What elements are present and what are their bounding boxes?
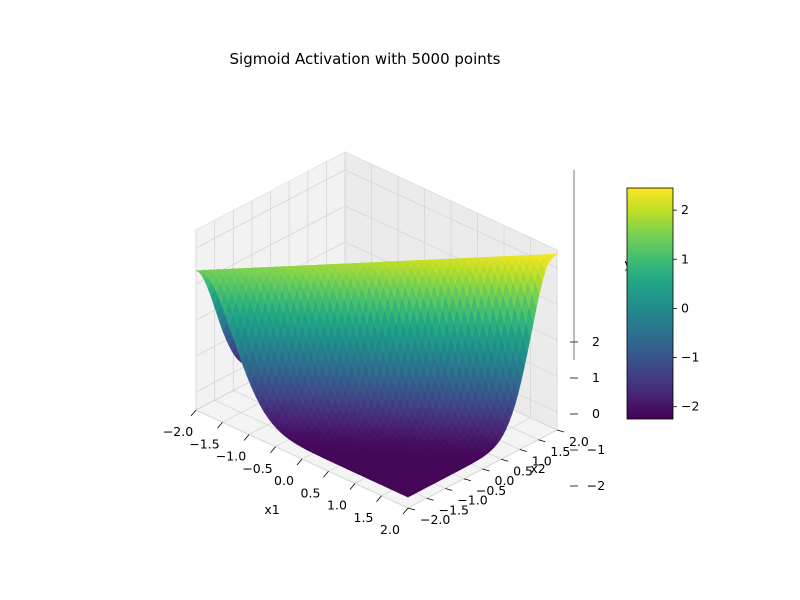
y-tick-label: −2.0: [420, 512, 450, 527]
colorbar-body: [626, 187, 674, 420]
colorbar-tick-label: 1: [681, 251, 689, 266]
surface-plot: [195, 253, 558, 498]
x-tick-mark: [349, 483, 356, 490]
x-tick-mark: [323, 471, 329, 478]
y-tick-label: −0.5: [476, 483, 506, 498]
y-tick-mark: [426, 497, 434, 501]
y-tick-label: −1.5: [439, 502, 469, 517]
x-tick-mark: [243, 434, 250, 441]
y-tick-mark: [445, 488, 453, 491]
y-tick-label: 2.0: [569, 434, 589, 449]
y-tick-mark: [407, 507, 416, 511]
y-tick-mark: [500, 458, 509, 462]
x-tick-label: 0.0: [274, 473, 294, 488]
y-tick-label: 0.0: [495, 473, 515, 488]
chart-title: Sigmoid Activation with 5000 points: [230, 50, 501, 68]
z-tick-label: 1: [592, 370, 600, 385]
x-tick-label: 0.5: [301, 485, 321, 500]
x-tick-label: −1.0: [216, 449, 246, 464]
gridline: [344, 169, 558, 269]
x-tick-mark: [402, 507, 409, 515]
x-tick-label: −0.5: [242, 461, 272, 476]
y-tick-mark: [482, 468, 490, 472]
y-tick-mark: [463, 478, 472, 482]
x-tick-mark: [217, 422, 223, 429]
y-axis-label: x2: [530, 461, 545, 476]
y-tick-label: −1.0: [457, 493, 487, 508]
z-tick-label: 2: [592, 334, 600, 349]
x-tick-mark: [376, 495, 382, 503]
colorbar-tick-label: −1: [681, 350, 699, 365]
y-tick-label: 0.5: [513, 463, 533, 478]
x-tick-mark: [270, 446, 276, 454]
x-tick-label: 1.0: [327, 498, 347, 513]
x-tick-label: −1.5: [189, 436, 219, 451]
z-tick-label: −2: [587, 478, 605, 493]
y-tick-label: 1.0: [532, 454, 552, 469]
y-tick-mark: [556, 429, 565, 433]
x-tick-label: 1.5: [354, 510, 374, 525]
x-tick-mark: [296, 458, 303, 466]
surface-facet: [403, 493, 412, 498]
gridline: [195, 169, 346, 249]
y-tick-mark: [519, 449, 527, 452]
z-tick-label: −1: [587, 442, 605, 457]
y-tick-mark: [538, 439, 546, 443]
colorbar: −2 −1 0 1 2: [626, 187, 699, 420]
colorbar-tick-label: 2: [681, 202, 689, 217]
colorbar-tick-label: 0: [681, 300, 689, 315]
axes: −2.0−1.5−1.0−0.50.00.51.01.52.0−2.0−1.5−…: [163, 170, 605, 537]
x-tick-label: −2.0: [163, 424, 193, 439]
y-tick-label: 1.5: [550, 444, 570, 459]
z-tick-label: 0: [592, 406, 600, 421]
x-tick-mark: [190, 409, 197, 417]
x-tick-label: 2.0: [380, 522, 400, 537]
colorbar-tick-label: −2: [681, 399, 699, 414]
x-axis-label: x1: [264, 502, 279, 517]
